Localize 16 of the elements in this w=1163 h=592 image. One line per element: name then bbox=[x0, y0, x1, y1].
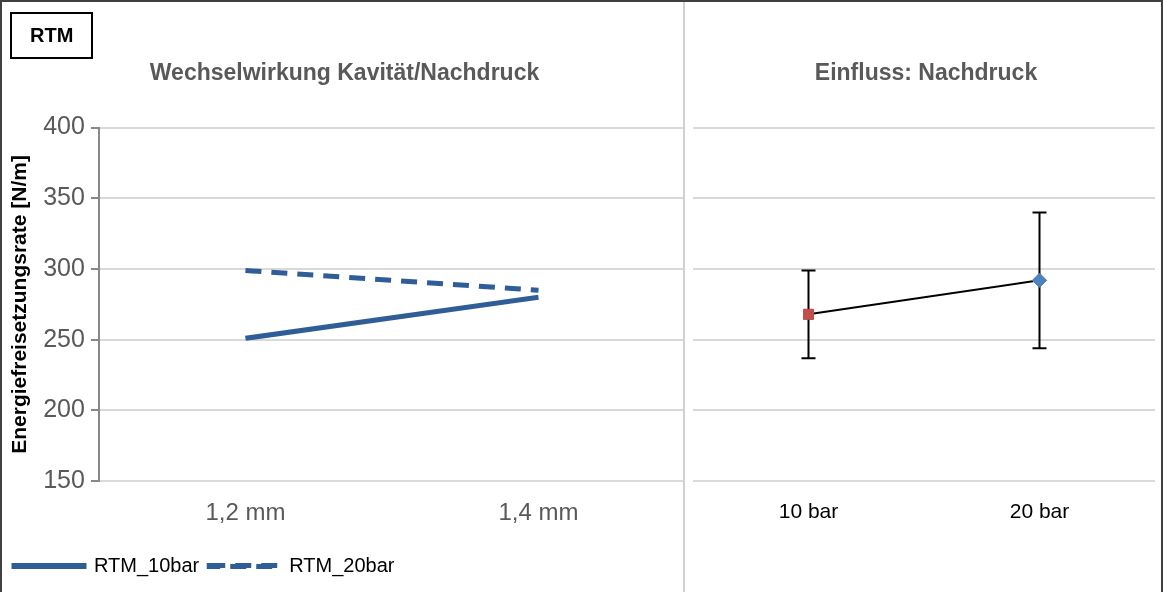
y-axis-title: Energiefreisetzungsrate [N/m] bbox=[7, 155, 31, 454]
x-tick-label: 20 bar bbox=[1009, 498, 1070, 522]
chart-title: Wechselwirkung Kavität/Nachdruck bbox=[149, 59, 540, 86]
chart-title: Einfluss: Nachdruck bbox=[814, 59, 1038, 86]
y-tick-label: 400 bbox=[43, 111, 85, 140]
legend-label: RTM_20bar bbox=[289, 553, 395, 577]
y-tick-label: 300 bbox=[43, 252, 85, 281]
y-tick-label: 350 bbox=[43, 182, 85, 211]
y-tick-label: 200 bbox=[43, 394, 85, 423]
y-tick-label: 150 bbox=[43, 465, 85, 494]
x-tick-label: 1,2 mm bbox=[205, 498, 286, 526]
x-tick-label: 10 bar bbox=[778, 498, 839, 522]
x-tick-label: 1,4 mm bbox=[498, 498, 579, 526]
y-tick-label: 250 bbox=[43, 323, 85, 352]
text: RTM bbox=[10, 12, 94, 59]
legend-label: RTM_10bar bbox=[94, 553, 200, 577]
